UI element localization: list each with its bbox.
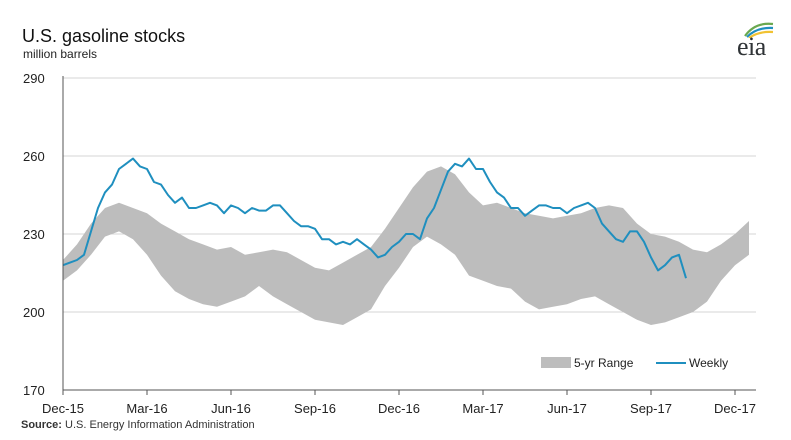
- source-label: Source:: [21, 419, 62, 431]
- five-year-range-area: [63, 166, 749, 325]
- legend-range-swatch: [541, 357, 571, 368]
- source-note: Source: U.S. Energy Information Administ…: [21, 419, 255, 431]
- chart-title: U.S. gasoline stocks: [22, 26, 186, 46]
- y-tick-label: 200: [23, 305, 45, 320]
- weekly-line: [62, 157, 687, 279]
- axes: [62, 76, 756, 391]
- eia-logo-arcs-icon: [744, 22, 774, 39]
- x-tick-label: Jun-16: [211, 401, 251, 416]
- eia-logo: eia: [733, 18, 781, 61]
- y-tick-label: 290: [23, 71, 45, 86]
- y-tick-labels: 170 200 230 260 290: [23, 71, 45, 398]
- x-tick-label: Jun-17: [547, 401, 587, 416]
- legend: 5-yr Range Weekly: [541, 356, 728, 370]
- chart-subtitle: million barrels: [23, 47, 98, 61]
- legend-range-label: 5-yr Range: [574, 356, 634, 370]
- x-tick-labels: Dec-15 Mar-16 Jun-16 Sep-16 Dec-16 Mar-17 Jun-…: [42, 390, 756, 416]
- y-tick-label: 230: [23, 227, 45, 242]
- y-tick-label: 260: [23, 149, 45, 164]
- x-tick-label: Dec-16: [378, 401, 420, 416]
- x-tick-label: Mar-17: [462, 401, 503, 416]
- x-tick-label: Sep-17: [630, 401, 672, 416]
- y-tick-label: 170: [23, 383, 45, 398]
- x-tick-label: Mar-16: [126, 401, 167, 416]
- x-tick-label: Dec-15: [42, 401, 84, 416]
- eia-logo-text: eia: [737, 32, 766, 61]
- x-tick-label: Dec-17: [714, 401, 756, 416]
- source-text: U.S. Energy Information Administration: [65, 419, 255, 431]
- x-tick-label: Sep-16: [294, 401, 336, 416]
- legend-weekly-label: Weekly: [689, 356, 728, 370]
